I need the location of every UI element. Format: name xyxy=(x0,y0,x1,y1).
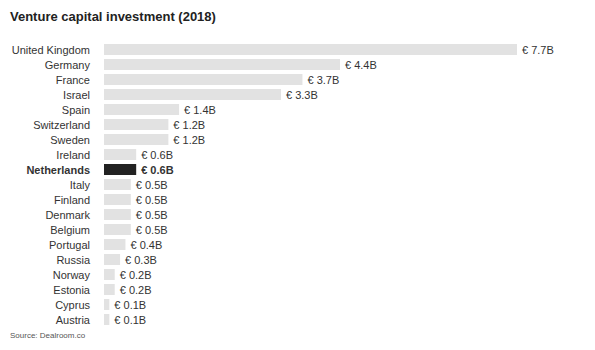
svg-text:Germany: Germany xyxy=(45,59,91,71)
svg-text:€ 4.4B: € 4.4B xyxy=(345,59,377,71)
svg-text:€ 3.7B: € 3.7B xyxy=(307,74,339,86)
svg-text:Portugal: Portugal xyxy=(49,239,90,251)
svg-text:Belgium: Belgium xyxy=(50,224,90,236)
svg-text:Russia: Russia xyxy=(56,254,91,266)
svg-text:€ 0.2B: € 0.2B xyxy=(120,269,152,281)
svg-text:Austria: Austria xyxy=(56,314,91,326)
svg-text:Switzerland: Switzerland xyxy=(33,119,90,131)
svg-text:United Kingdom: United Kingdom xyxy=(12,44,90,56)
svg-text:Norway: Norway xyxy=(53,269,91,281)
svg-text:Ireland: Ireland xyxy=(56,149,90,161)
html-text:Venture capital investment (20: Venture capital investment (2018) xyxy=(10,9,216,24)
svg-text:€ 1.4B: € 1.4B xyxy=(184,104,216,116)
svg-text:€ 0.5B: € 0.5B xyxy=(136,224,168,236)
svg-text:€ 3.3B: € 3.3B xyxy=(286,89,318,101)
svg-text:Denmark: Denmark xyxy=(45,209,90,221)
svg-text:Israel: Israel xyxy=(63,89,90,101)
svg-text:Sweden: Sweden xyxy=(50,134,90,146)
svg-text:€ 0.5B: € 0.5B xyxy=(136,179,168,191)
svg-text:€ 0.1B: € 0.1B xyxy=(114,299,146,311)
svg-text:Spain: Spain xyxy=(62,104,90,116)
svg-text:Italy: Italy xyxy=(70,179,91,191)
svg-text:€ 0.4B: € 0.4B xyxy=(130,239,162,251)
svg-text:€ 0.5B: € 0.5B xyxy=(136,194,168,206)
svg-text:€ 0.6B: € 0.6B xyxy=(141,164,173,176)
svg-text:€ 0.6B: € 0.6B xyxy=(141,149,173,161)
html-text:Source: Dealroom.co: Source: Dealroom.co xyxy=(10,331,86,340)
svg-text:€ 0.2B: € 0.2B xyxy=(120,284,152,296)
svg-text:Cyprus: Cyprus xyxy=(55,299,90,311)
svg-text:France: France xyxy=(56,74,90,86)
svg-text:Finland: Finland xyxy=(54,194,90,206)
svg-text:€ 1.2B: € 1.2B xyxy=(173,134,205,146)
svg-text:Estonia: Estonia xyxy=(53,284,91,296)
svg-text:€ 0.5B: € 0.5B xyxy=(136,209,168,221)
svg-text:Netherlands: Netherlands xyxy=(26,164,90,176)
svg-text:€ 7.7B: € 7.7B xyxy=(522,44,554,56)
svg-text:€ 1.2B: € 1.2B xyxy=(173,119,205,131)
svg-text:€ 0.3B: € 0.3B xyxy=(125,254,157,266)
svg-text:€ 0.1B: € 0.1B xyxy=(114,314,146,326)
